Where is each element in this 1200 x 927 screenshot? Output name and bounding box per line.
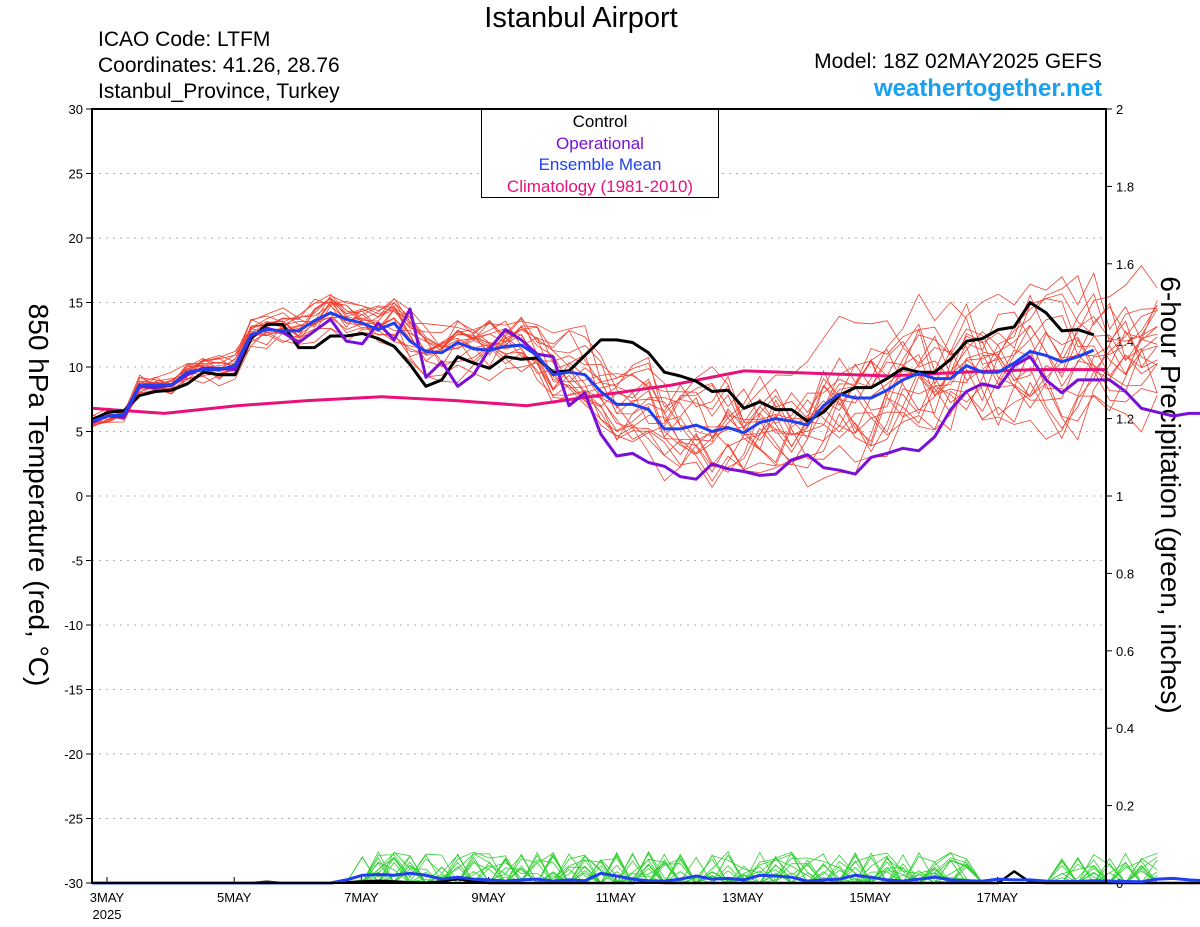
legend-climatology: Climatology (1981-2010) <box>506 176 694 196</box>
y-tick-label-left: 20 <box>69 231 83 246</box>
y-tick-label-left: -30 <box>64 876 83 891</box>
y-tick-label-left: 25 <box>69 167 83 182</box>
member-temp-line <box>91 275 1158 442</box>
y-tick-label-right: 0.4 <box>1116 721 1134 736</box>
y-tick-label-left: 5 <box>76 425 83 440</box>
y-tick-label-right: 1.2 <box>1116 412 1134 427</box>
y-tick-label-right: 0.2 <box>1116 799 1134 814</box>
x-tick-label: 13MAY <box>722 890 764 905</box>
region: Istanbul_Province, Turkey <box>98 80 340 103</box>
member-temp-line <box>91 265 1158 463</box>
x-tick-label: 17MAY <box>977 890 1019 905</box>
y-tick-label-left: -15 <box>64 683 83 698</box>
mean-temp-line <box>91 311 1095 435</box>
y-tick-label-right: 0.6 <box>1116 644 1134 659</box>
y-tick-label-left: 10 <box>69 360 83 375</box>
model-run: Model: 18Z 02MAY2025 GEFS <box>814 50 1102 73</box>
x-tick-year: 2025 <box>93 907 122 922</box>
y-tick-label-right: 1.8 <box>1116 179 1134 194</box>
member-temp-line <box>91 293 1158 436</box>
site-link[interactable]: weathertogether.net <box>873 75 1102 102</box>
member-temp-line <box>91 293 1158 482</box>
y-tick-label-left: 0 <box>76 489 83 504</box>
x-tick-label: 15MAY <box>849 890 891 905</box>
member-temp-line <box>91 305 1158 441</box>
member-temp-line <box>91 326 1158 469</box>
legend-operational: Operational <box>556 133 644 153</box>
x-tick-label: 7MAY <box>344 890 379 905</box>
climatology-line <box>91 368 1106 415</box>
legend-ensemble-mean: Ensemble Mean <box>538 155 662 174</box>
icao-code: ICAO Code: LTFM <box>98 28 271 51</box>
y-tick-label-left: 15 <box>69 296 83 311</box>
legend-control: Control <box>572 112 628 131</box>
x-tick-label: 3MAY <box>90 890 125 905</box>
member-temp-line <box>91 308 1158 488</box>
y-tick-label-right: 0.8 <box>1116 566 1134 581</box>
y-tick-label-right: 1 <box>1116 489 1123 504</box>
y-tick-label-left: -20 <box>64 747 83 762</box>
y-tick-label-right: 1.6 <box>1116 257 1134 272</box>
member-temp-line <box>91 310 1158 447</box>
y-tick-label-right: 2 <box>1116 102 1123 117</box>
operational-temp-line <box>91 307 1200 481</box>
chart-title: Istanbul Airport <box>484 2 678 34</box>
y-tick-label-left: -5 <box>71 554 83 569</box>
x-tick-label: 5MAY <box>217 890 252 905</box>
x-tick-label: 9MAY <box>471 890 506 905</box>
y-tick-label-left: -25 <box>64 812 83 827</box>
member-temp-line <box>91 272 1158 453</box>
legend: Control Operational Ensemble Mean Climat… <box>481 109 719 198</box>
y-tick-label-left: 30 <box>69 102 83 117</box>
x-tick-label: 11MAY <box>595 890 636 905</box>
y-tick-label-left: -10 <box>64 618 83 633</box>
coordinates: Coordinates: 41.26, 28.76 <box>98 54 340 77</box>
